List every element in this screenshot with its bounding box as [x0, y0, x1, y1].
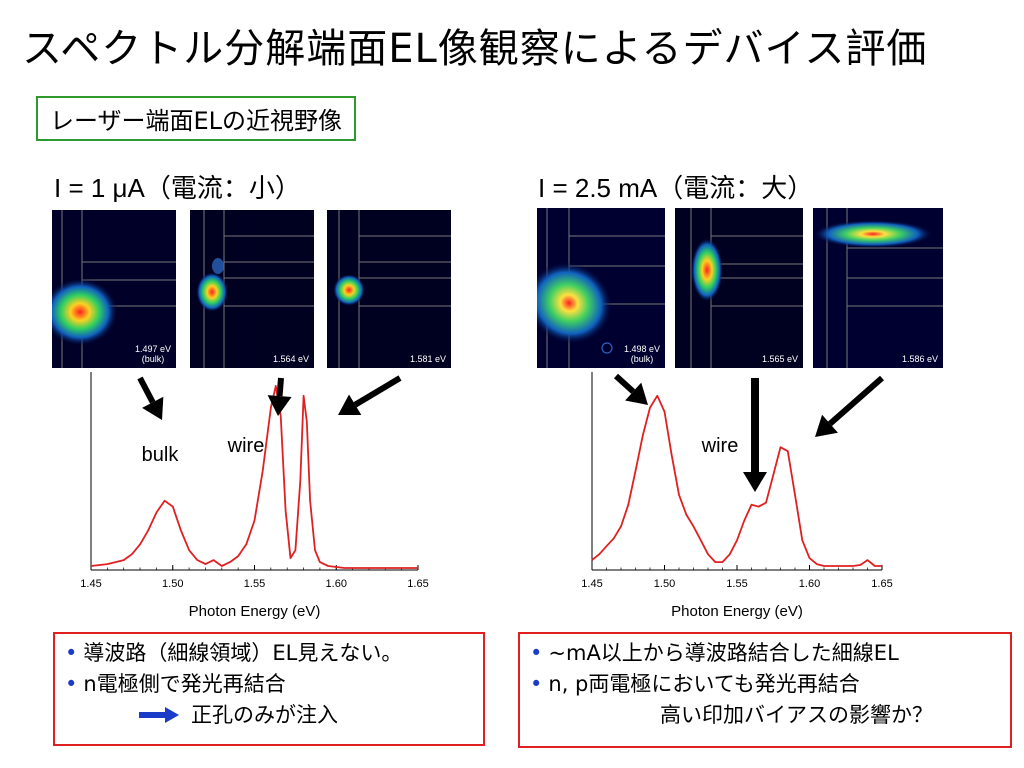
note-line: 高い印加バイアスの影響か？: [530, 700, 1000, 731]
left-x-tick-label: 1.60: [326, 578, 347, 590]
section-subtitle: レーザー端面ELの近視野像: [36, 96, 357, 141]
el-image-right-1565: 1.565 eV: [675, 208, 803, 368]
el-image-left-1564: 1.564 eV: [190, 210, 314, 368]
right-x-tick-label: 1.65: [871, 578, 892, 590]
arrow-icon: [353, 375, 402, 408]
right-x-tick-label: 1.45: [581, 578, 602, 590]
right-spectrum-line: [591, 394, 882, 567]
el-image-label: 1.581 eV: [409, 354, 446, 364]
left-x-tick-label: 1.45: [80, 578, 101, 590]
el-image-right-bulk: 1.498 eV (bulk): [537, 208, 665, 368]
note-box-left: • 導波路（細線領域）EL見えない。 • n電極側で発光再結合 正孔のみが注入: [53, 632, 485, 746]
right-x-tick-label: 1.60: [799, 578, 820, 590]
page-title: スペクトル分解端面EL像観察によるデバイス評価: [22, 26, 928, 72]
arrow-icon-head: [267, 395, 292, 416]
left-spectrum-line: [90, 385, 418, 569]
note-line: 正孔のみが注入: [65, 700, 473, 732]
el-image-label: 1.565 eV: [761, 354, 798, 364]
right-x-axis-title: Photon Energy (eV): [671, 603, 803, 620]
arrow-icon-head: [625, 382, 648, 405]
el-image-right-1586: 1.586 eV: [813, 208, 943, 368]
arrow-icon-head: [142, 396, 164, 420]
arrow-icon: [137, 376, 156, 404]
right-x-tick-label: 1.50: [654, 578, 675, 590]
arrow-icon-head: [338, 394, 362, 416]
left-condition-label: I = 1 μA（電流：小）: [54, 173, 301, 203]
left-x-tick-label: 1.50: [162, 578, 183, 590]
right-x-tick-label: 1.55: [726, 578, 747, 590]
annotation-wire-right: wire: [701, 435, 739, 457]
note-text: n電極側で発光再結合: [83, 672, 286, 696]
el-image-label: 1.564 eV: [272, 354, 309, 364]
annotation-bulk: bulk: [142, 444, 180, 466]
arrow-icon: [276, 377, 284, 397]
note-line: • 導波路（細線領域）EL見えない。: [65, 638, 473, 669]
right-arrow-icon: [139, 701, 179, 732]
note-text: ~mA以上から導波路結合した細線EL: [548, 641, 899, 665]
arrow-icon-head: [815, 414, 838, 437]
note-line: • ~mA以上から導波路結合した細線EL: [530, 638, 1000, 669]
note-text: 導波路（細線領域）EL見えない。: [83, 641, 403, 665]
note-box-right: • ~mA以上から導波路結合した細線EL • n, p両電極においても発光再結合 高…: [518, 632, 1012, 748]
bullet-icon: •: [530, 672, 543, 696]
left-x-axis-title: Photon Energy (eV): [189, 603, 321, 620]
arrow-icon: [828, 375, 884, 427]
el-image-label: 1.497 eV (bulk): [134, 344, 171, 364]
note-line: • n, p両電極においても発光再結合: [530, 669, 1000, 700]
note-text: n, p両電極においても発光再結合: [548, 672, 860, 696]
bullet-icon: •: [65, 672, 78, 696]
bullet-icon: •: [530, 641, 543, 665]
arrow-icon: [613, 373, 636, 394]
note-text: 正孔のみが注入: [191, 703, 338, 727]
el-image-left-bulk: 1.497 eV (bulk): [52, 210, 176, 368]
el-image-label: 1.498 eV (bulk): [623, 344, 660, 364]
el-image-left-1581: 1.581 eV: [327, 210, 451, 368]
note-text: 高い印加バイアスの影響か？: [660, 703, 933, 727]
left-x-tick-label: 1.65: [407, 578, 428, 590]
right-condition-label: I = 2.5 mA（電流：大）: [538, 173, 814, 203]
arrow-icon-head: [743, 472, 767, 492]
note-line: • n電極側で発光再結合: [65, 669, 473, 700]
el-image-label: 1.586 eV: [901, 354, 938, 364]
bullet-icon: •: [65, 641, 78, 665]
annotation-wire-left: wire: [227, 435, 265, 457]
left-x-tick-label: 1.55: [244, 578, 265, 590]
